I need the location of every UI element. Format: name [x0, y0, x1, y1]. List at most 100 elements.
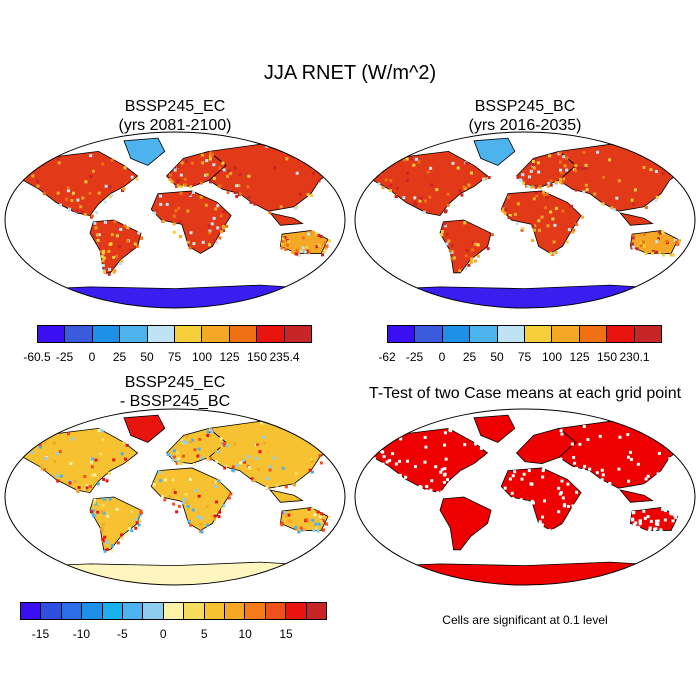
grid-cell — [256, 443, 260, 447]
colorbar-diff-swatch — [102, 603, 124, 619]
grid-cell — [405, 157, 409, 161]
grid-cell — [528, 175, 532, 179]
grid-cell — [233, 442, 237, 446]
grid-cell — [120, 533, 124, 537]
grid-cell — [103, 497, 107, 501]
grid-cell — [85, 486, 89, 490]
grid-cell — [447, 239, 451, 243]
grid-cell — [313, 513, 317, 517]
grid-cell — [125, 532, 129, 536]
grid-cell — [42, 468, 46, 472]
grid-cell — [213, 517, 217, 521]
grid-cell — [534, 185, 538, 189]
grid-cell — [465, 468, 469, 472]
grid-cell — [320, 512, 324, 516]
grid-cell — [517, 500, 521, 504]
grid-cell — [99, 250, 103, 254]
grid-cell — [533, 158, 537, 162]
grid-cell — [307, 251, 311, 255]
grid-cell — [173, 491, 177, 495]
grid-cell — [559, 177, 562, 181]
grid-cell — [103, 535, 107, 539]
grid-cell — [213, 484, 217, 488]
colorbar-diff-tick-label: 0 — [159, 627, 167, 641]
grid-cell — [662, 467, 666, 471]
colorbar-diff-swatch — [286, 603, 307, 619]
grid-cell — [618, 435, 622, 439]
grid-cell — [281, 239, 285, 243]
grid-cell — [92, 501, 96, 505]
grid-cell — [154, 209, 158, 213]
grid-cell — [631, 202, 635, 206]
colorbar-ec-tick-label: 100 — [191, 350, 213, 364]
grid-cell — [558, 151, 562, 155]
grid-cell — [101, 162, 105, 166]
grid-cell — [95, 211, 99, 215]
grid-cell — [294, 472, 298, 476]
grid-cell — [649, 148, 653, 152]
grid-cell — [134, 526, 138, 530]
grid-cell — [581, 215, 585, 219]
grid-cell — [642, 165, 646, 169]
grid-cell — [247, 195, 251, 199]
grid-cell — [221, 209, 225, 213]
grid-cell — [158, 470, 161, 474]
grid-cell — [130, 529, 134, 533]
grid-cell — [179, 235, 183, 239]
grid-cell — [531, 239, 535, 243]
grid-cell — [247, 465, 251, 469]
grid-cell — [600, 478, 604, 482]
grid-cell — [123, 224, 127, 228]
grid-cell — [446, 478, 450, 482]
grid-cell — [644, 477, 648, 481]
grid-cell — [176, 165, 180, 169]
grid-cell — [631, 236, 635, 240]
grid-cell — [312, 171, 316, 175]
grid-cell — [503, 211, 507, 215]
grid-cell — [529, 162, 533, 166]
grid-cell — [171, 478, 175, 482]
grid-cell — [129, 248, 133, 252]
grid-cell — [633, 188, 637, 192]
grid-cell — [223, 441, 227, 445]
grid-cell — [643, 232, 647, 236]
grid-cell — [646, 515, 650, 519]
grid-cell — [199, 522, 203, 526]
grid-cell — [648, 526, 652, 530]
grid-cell — [439, 470, 443, 474]
grid-cell — [172, 502, 176, 506]
grid-cell — [426, 490, 430, 494]
grid-cell — [460, 470, 464, 474]
panel-title-diff-line1: BSSP245_EC — [124, 374, 226, 391]
grid-cell — [458, 189, 462, 193]
grid-cell — [445, 488, 449, 492]
grid-cell — [565, 168, 569, 172]
grid-cell — [225, 444, 229, 448]
grid-cell — [42, 192, 46, 196]
colorbar-bc-tick-label: 100 — [541, 350, 563, 364]
grid-cell — [237, 184, 241, 188]
grid-cell — [56, 157, 60, 161]
continent-seAsia — [269, 489, 304, 503]
grid-cell — [179, 185, 183, 189]
grid-cell — [311, 518, 315, 522]
grid-cell — [582, 150, 586, 154]
grid-cell — [281, 241, 285, 245]
grid-cell — [402, 196, 406, 200]
grid-cell — [582, 425, 586, 429]
grid-cell — [100, 255, 104, 259]
continent-antarctica — [5, 561, 345, 585]
grid-cell — [316, 529, 320, 533]
grid-cell — [102, 523, 106, 527]
colorbar-bc-tick-label: 150 — [596, 350, 618, 364]
grid-cell — [302, 157, 306, 161]
grid-cell — [67, 432, 71, 436]
grid-cell — [103, 220, 107, 224]
grid-cell — [188, 478, 192, 482]
grid-cell — [316, 510, 320, 514]
grid-cell — [226, 174, 230, 178]
grid-cell — [429, 488, 433, 492]
grid-cell — [443, 222, 447, 226]
grid-cell — [189, 440, 193, 444]
